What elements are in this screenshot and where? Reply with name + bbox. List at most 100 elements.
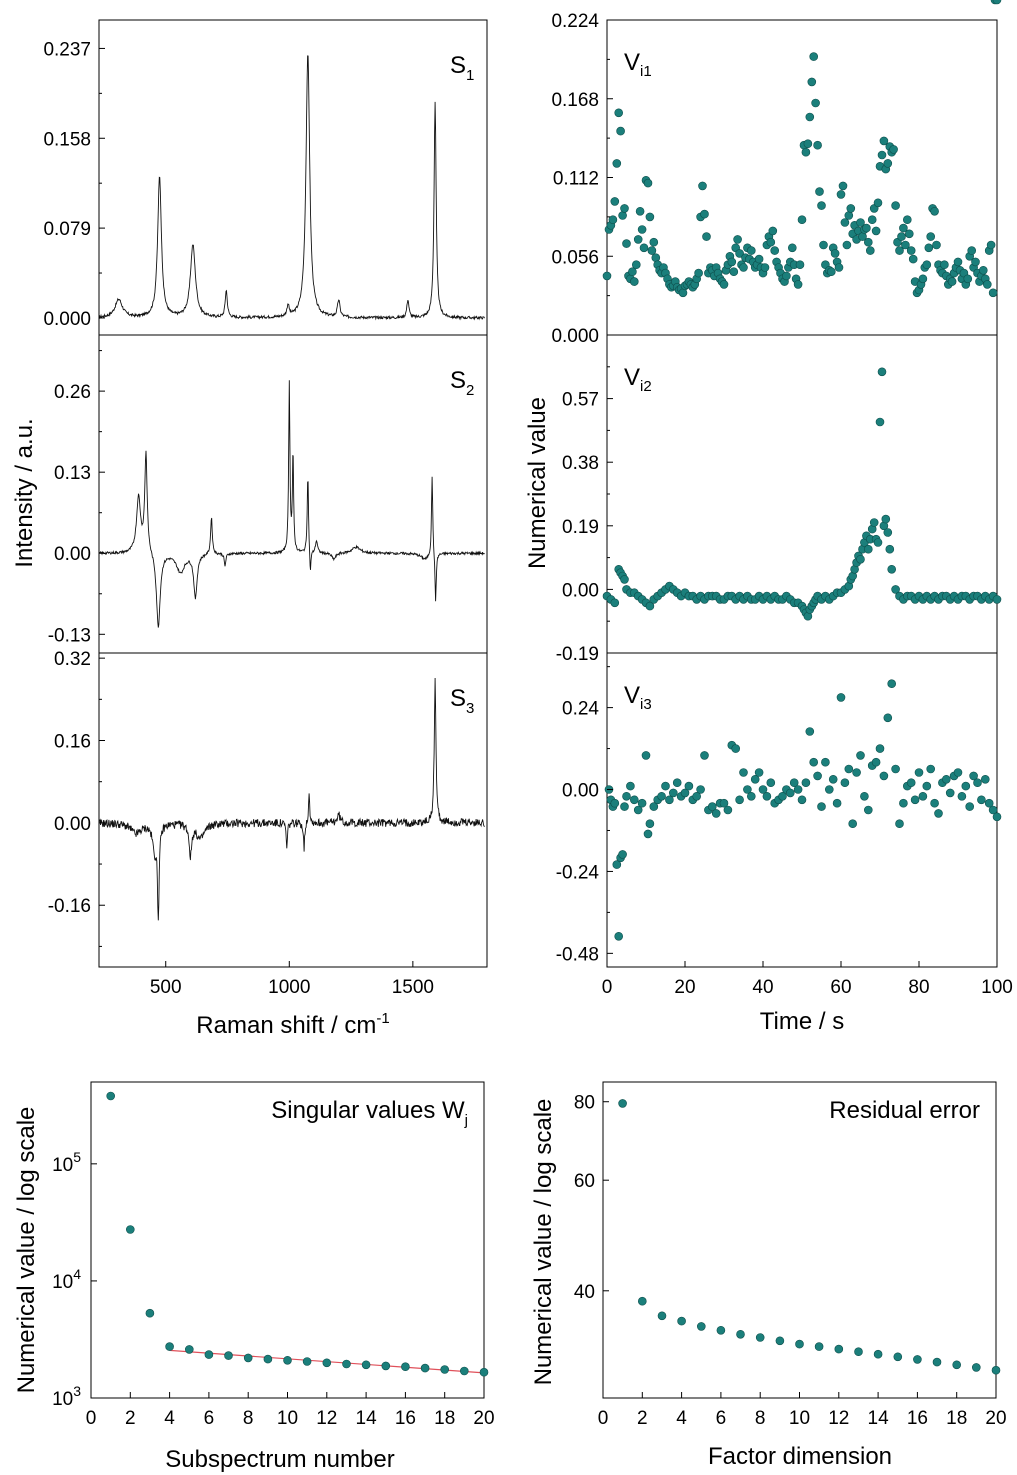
data-point bbox=[844, 764, 854, 774]
ytick-label: 80 bbox=[574, 1093, 595, 1114]
ytick-label: 0.079 bbox=[43, 219, 91, 240]
data-point bbox=[620, 802, 629, 811]
ytick-label: 60 bbox=[574, 1171, 595, 1192]
data-point bbox=[302, 1357, 312, 1366]
spectrum-line-S1 bbox=[98, 55, 485, 321]
data-point bbox=[862, 223, 871, 233]
data-point bbox=[626, 781, 635, 791]
data-point bbox=[945, 788, 955, 798]
data-point bbox=[440, 1365, 450, 1374]
data-point bbox=[647, 246, 657, 255]
data-point bbox=[988, 805, 998, 815]
data-point bbox=[913, 1355, 922, 1364]
data-point bbox=[887, 679, 897, 689]
data-point bbox=[620, 204, 629, 213]
data-point bbox=[836, 693, 846, 702]
data-point bbox=[885, 544, 895, 554]
data-point bbox=[635, 207, 645, 216]
data-point bbox=[618, 1099, 627, 1108]
data-point bbox=[978, 265, 988, 275]
data-point bbox=[971, 257, 980, 267]
data-point bbox=[877, 150, 887, 160]
panel-label-sub: i3 bbox=[640, 696, 652, 713]
data-point bbox=[185, 1345, 194, 1354]
y-axis-title-residual: Numerical value / log scale bbox=[530, 1099, 557, 1386]
ytick-exponent: 5 bbox=[73, 1149, 81, 1165]
xtick-label: 6 bbox=[716, 1408, 727, 1429]
xtick-label: 1500 bbox=[392, 977, 434, 998]
data-point bbox=[677, 1316, 686, 1326]
data-point bbox=[628, 267, 637, 277]
data-point bbox=[893, 1352, 903, 1362]
data-point bbox=[941, 774, 951, 784]
data-point bbox=[668, 788, 678, 798]
panel-label: S3 bbox=[450, 685, 474, 717]
ytick-label: 0.000 bbox=[43, 309, 91, 330]
ytick-label: 0.056 bbox=[551, 247, 599, 268]
data-point bbox=[815, 187, 824, 196]
data-point bbox=[932, 1357, 942, 1367]
data-point bbox=[914, 768, 924, 777]
data-point bbox=[930, 207, 939, 216]
data-point bbox=[984, 798, 994, 808]
data-point bbox=[612, 860, 622, 869]
data-point bbox=[875, 417, 885, 427]
data-point bbox=[224, 1351, 233, 1360]
data-point bbox=[754, 254, 764, 264]
data-point bbox=[992, 595, 1002, 604]
data-point bbox=[684, 781, 694, 791]
xtick-label: 18 bbox=[946, 1408, 967, 1429]
data-point bbox=[793, 280, 803, 289]
data-point bbox=[735, 795, 744, 805]
data-point bbox=[622, 791, 631, 801]
ytick-label: 103 bbox=[52, 1383, 81, 1410]
data-point bbox=[645, 212, 655, 222]
ytick-label: 0.57 bbox=[562, 390, 599, 411]
data-point bbox=[879, 771, 889, 781]
data-point bbox=[813, 771, 822, 781]
data-point bbox=[899, 798, 908, 808]
data-point bbox=[770, 246, 780, 255]
data-point bbox=[618, 211, 627, 220]
data-point bbox=[610, 197, 620, 206]
data-point bbox=[778, 791, 787, 801]
data-point bbox=[645, 819, 655, 829]
panel-frame-R bbox=[602, 1081, 997, 1399]
data-point bbox=[805, 112, 815, 122]
data-point bbox=[814, 1342, 824, 1351]
data-point bbox=[963, 274, 973, 284]
xtick-label: 12 bbox=[316, 1408, 337, 1429]
panel-label: Singular values Wj bbox=[271, 1097, 468, 1129]
data-point bbox=[918, 791, 928, 801]
panel-label: S1 bbox=[450, 52, 474, 84]
panel-label-sub: 1 bbox=[466, 67, 474, 84]
data-point bbox=[760, 263, 770, 272]
data-point bbox=[834, 1344, 844, 1354]
data-point bbox=[793, 785, 803, 794]
xtick-label: 100 bbox=[981, 977, 1013, 998]
xtick-label: 500 bbox=[150, 977, 182, 998]
data-point bbox=[608, 215, 618, 224]
panel-label-sub: i2 bbox=[640, 378, 652, 395]
data-point bbox=[906, 246, 916, 255]
data-point bbox=[775, 1336, 785, 1346]
xtick-label: 0 bbox=[598, 1408, 609, 1429]
data-point bbox=[854, 1347, 863, 1356]
data-point bbox=[930, 798, 939, 808]
data-point bbox=[883, 713, 893, 723]
data-point bbox=[797, 795, 807, 805]
xtick-label: 60 bbox=[830, 977, 851, 998]
data-point bbox=[661, 781, 670, 791]
xtick-label: 8 bbox=[755, 1408, 766, 1429]
spectrum-line-S3 bbox=[98, 677, 485, 921]
data-point bbox=[665, 795, 674, 805]
xtick-label: 20 bbox=[985, 1408, 1006, 1429]
data-point bbox=[614, 931, 624, 941]
ytick-label: 0.112 bbox=[553, 169, 599, 190]
ytick-base: 10 bbox=[52, 1272, 73, 1293]
data-point bbox=[602, 271, 612, 281]
data-point bbox=[881, 514, 891, 524]
data-point bbox=[733, 235, 742, 244]
data-point bbox=[801, 778, 811, 788]
data-point bbox=[657, 791, 666, 801]
